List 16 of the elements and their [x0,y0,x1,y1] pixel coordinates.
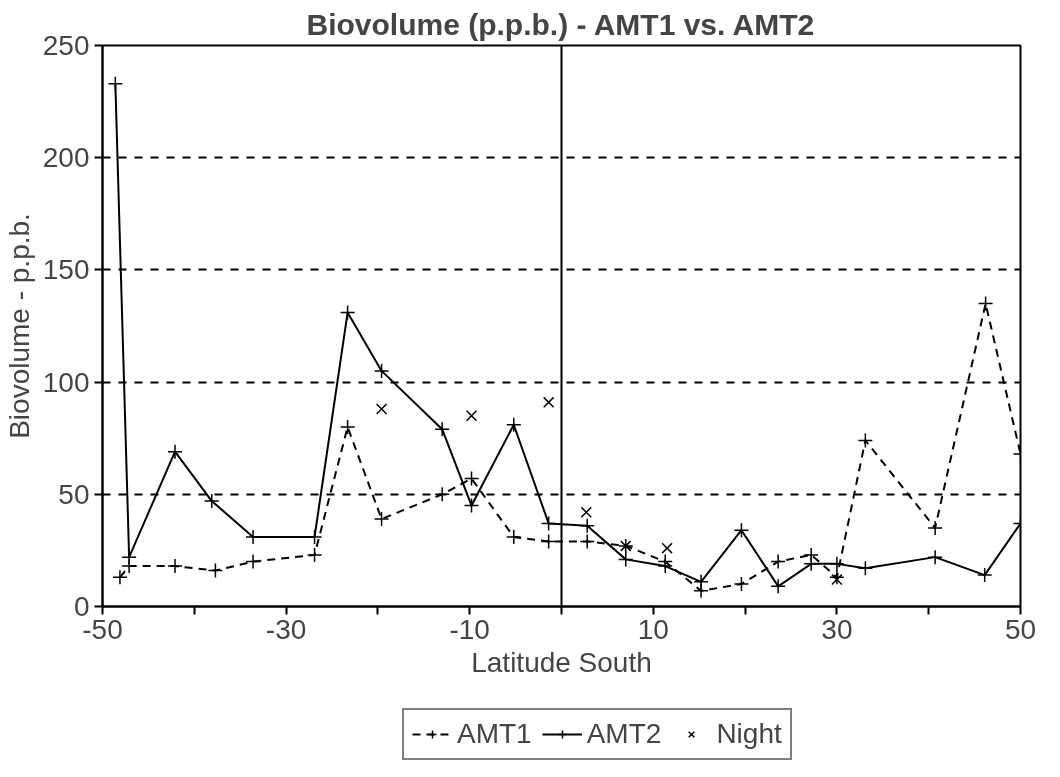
y-tick-label: 200 [42,142,90,174]
x-tick-label: -30 [265,613,307,645]
y-tick-label: 100 [42,366,90,398]
y-tick-label: 150 [42,254,90,286]
legend-label: AMT2 [586,718,662,750]
legend-label: AMT1 [457,718,532,750]
y-tick-label: 50 [58,478,90,510]
legend-label: Night [716,718,782,750]
y-axis-title: Biovolume - p.p.b. [3,213,35,439]
x-tick-label: 10 [637,613,669,645]
y-tick-label: 250 [42,30,90,61]
x-tick-label: 30 [821,613,853,645]
x-axis-title: Latitude South [471,646,652,678]
x-tick-label: 50 [1004,613,1037,645]
x-tick-label: -10 [449,613,490,645]
chart-title: Biovolume (p.p.b.) - AMT1 vs. AMT2 [306,7,815,41]
